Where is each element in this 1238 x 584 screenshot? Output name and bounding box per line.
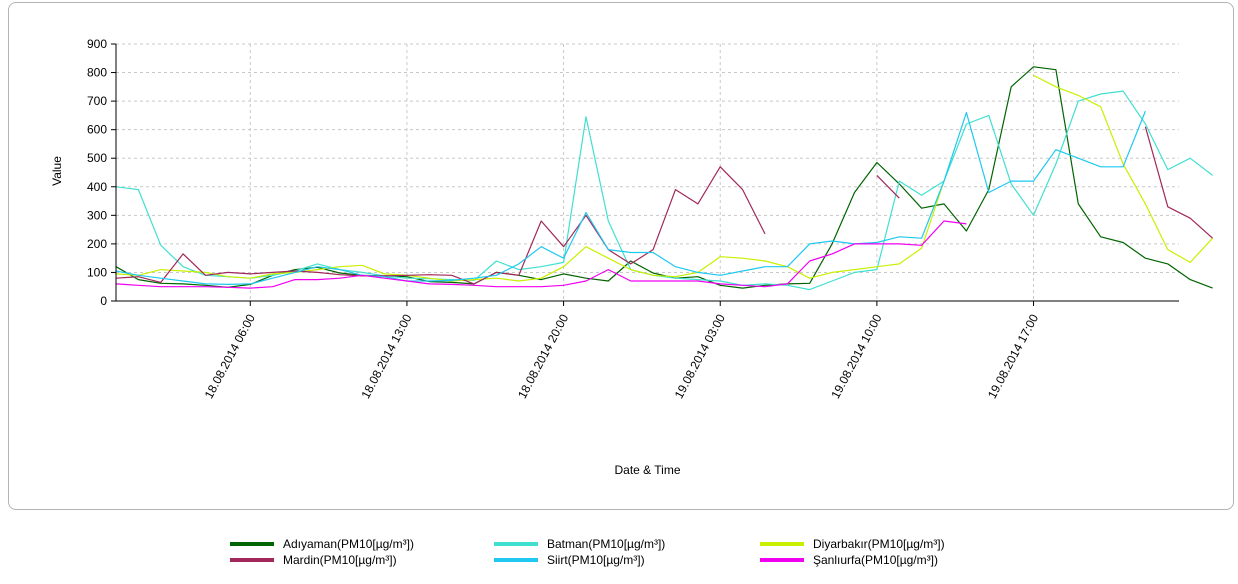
y-tick-label: 700 xyxy=(87,94,107,108)
legend-label: Diyarbakır(PM10[µg/m³]) xyxy=(813,537,945,551)
x-tick-label: 19.08.2014 03:00 xyxy=(672,312,728,401)
x-tick-label: 19.08.2014 10:00 xyxy=(828,312,884,401)
tick-labels: 0 100 200 300 400 500 600 700 800 900 18.08.2014 0… xyxy=(87,37,1041,401)
legend-label: Batman(PM10[µg/m³]) xyxy=(547,537,666,551)
x-tick-label: 18.08.2014 06:00 xyxy=(202,312,258,401)
legend-item: Siirt(PM10[µg/m³]) xyxy=(494,552,645,568)
y-axis-title: Value xyxy=(50,156,64,186)
y-tick-label: 300 xyxy=(87,208,107,222)
legend-label: Adıyaman(PM10[µg/m³]) xyxy=(283,537,414,551)
x-tick-label: 18.08.2014 13:00 xyxy=(358,312,414,401)
series-0 xyxy=(115,66,1213,289)
series-lines xyxy=(115,66,1214,291)
legend-item: Diyarbakır(PM10[µg/m³]) xyxy=(760,536,945,552)
legend-swatch xyxy=(494,542,538,546)
series-5 xyxy=(115,220,967,289)
y-tick-label: 0 xyxy=(100,294,107,308)
legend-label: Şanlıurfa(PM10[µg/m³]) xyxy=(813,553,938,567)
series-4 xyxy=(115,110,1146,285)
series-line xyxy=(115,74,1214,282)
chart-panel: 0 100 200 300 400 500 600 700 800 900 18.08.2014 0… xyxy=(8,2,1234,510)
legend-swatch xyxy=(230,542,274,546)
series-2 xyxy=(115,74,1214,282)
legend-label: Siirt(PM10[µg/m³]) xyxy=(547,553,645,567)
legend-swatch xyxy=(760,558,804,562)
series-line xyxy=(115,66,1213,289)
y-tick-label: 600 xyxy=(87,123,107,137)
x-axis-title: Date & Time xyxy=(614,463,680,477)
x-tick-label: 19.08.2014 17:00 xyxy=(985,312,1041,401)
y-tick-label: 800 xyxy=(87,66,107,80)
series-line xyxy=(115,110,1146,285)
series-1 xyxy=(115,90,1213,291)
axes xyxy=(111,43,1179,306)
legend-swatch xyxy=(760,542,804,546)
legend-swatch xyxy=(230,558,274,562)
legend-item: Adıyaman(PM10[µg/m³]) xyxy=(230,536,414,552)
series-3 xyxy=(115,126,1213,285)
y-tick-label: 900 xyxy=(87,37,107,51)
y-tick-label: 500 xyxy=(87,151,107,165)
x-tick-label: 18.08.2014 20:00 xyxy=(515,312,571,401)
legend-item: Batman(PM10[µg/m³]) xyxy=(494,536,665,552)
legend-item: Şanlıurfa(PM10[µg/m³]) xyxy=(760,552,938,568)
series-line xyxy=(115,126,1213,285)
grid-lines xyxy=(116,43,1179,301)
y-tick-label: 100 xyxy=(87,265,107,279)
legend-label: Mardin(PM10[µg/m³]) xyxy=(283,553,397,567)
line-chart: 0 100 200 300 400 500 600 700 800 900 18.08.2014 0… xyxy=(50,37,1214,477)
y-tick-label: 200 xyxy=(87,237,107,251)
series-line xyxy=(115,90,1213,291)
series-line xyxy=(115,220,967,289)
y-tick-label: 400 xyxy=(87,180,107,194)
legend-item: Mardin(PM10[µg/m³]) xyxy=(230,552,397,568)
legend-swatch xyxy=(494,558,538,562)
